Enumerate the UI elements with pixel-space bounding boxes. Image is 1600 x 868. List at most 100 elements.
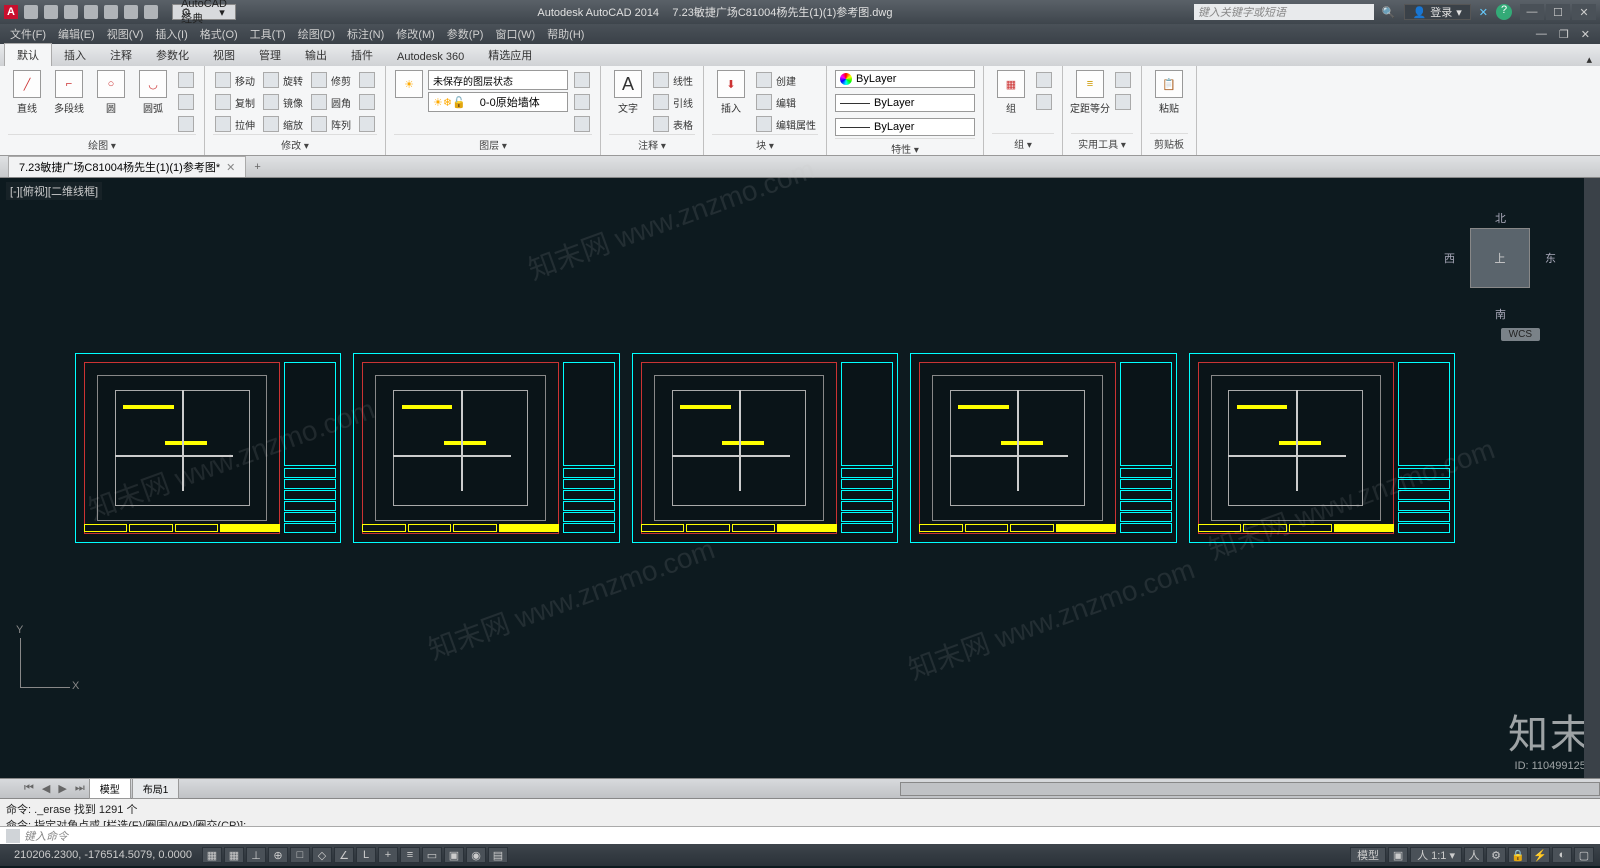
- leader-button[interactable]: 引线: [651, 92, 695, 112]
- app-logo-icon[interactable]: A: [4, 5, 18, 19]
- table-button[interactable]: 表格: [651, 114, 695, 134]
- arc-button[interactable]: ◡圆弧: [134, 70, 172, 115]
- ortho-toggle[interactable]: ⊥: [246, 847, 266, 863]
- panel-layer-label[interactable]: 图层 ▾: [394, 134, 592, 152]
- am-toggle[interactable]: ▤: [488, 847, 508, 863]
- menu-parametric[interactable]: 参数(P): [441, 26, 490, 42]
- line-button[interactable]: ╱直线: [8, 70, 46, 115]
- menu-tools[interactable]: 工具(T): [244, 26, 292, 42]
- new-tab-button[interactable]: +: [246, 161, 268, 173]
- close-button[interactable]: ✕: [1572, 4, 1596, 20]
- osnap-toggle[interactable]: □: [290, 847, 310, 863]
- offset-button[interactable]: [357, 114, 377, 134]
- menu-edit[interactable]: 编辑(E): [52, 26, 101, 42]
- copy-button[interactable]: 复制: [213, 92, 257, 112]
- panel-draw-label[interactable]: 绘图 ▾: [8, 134, 196, 152]
- panel-annot-label[interactable]: 注释 ▾: [609, 134, 695, 152]
- model-toggle[interactable]: 模型: [1350, 847, 1386, 863]
- move-button[interactable]: 移动: [213, 70, 257, 90]
- clean-screen-toggle[interactable]: ▢: [1574, 847, 1594, 863]
- grid-toggle[interactable]: ▦: [224, 847, 244, 863]
- 3dosnap-toggle[interactable]: ◇: [312, 847, 332, 863]
- viewcube-west[interactable]: 西: [1444, 250, 1455, 266]
- layout-tab-layout1[interactable]: 布局1: [132, 778, 180, 799]
- calc-button[interactable]: [1113, 92, 1133, 112]
- insert-block-button[interactable]: ⬇插入: [712, 70, 750, 115]
- doc-close-button[interactable]: ✕: [1575, 28, 1596, 41]
- polar-toggle[interactable]: ⊕: [268, 847, 288, 863]
- layer-properties-button[interactable]: ☀: [394, 70, 424, 134]
- tab-view[interactable]: 视图: [201, 44, 247, 66]
- login-button[interactable]: 👤 登录 ▾: [1404, 4, 1471, 20]
- panel-clip-label[interactable]: 剪贴板: [1150, 133, 1188, 151]
- lineweight-dropdown[interactable]: ByLayer: [835, 94, 975, 112]
- menu-format[interactable]: 格式(O): [194, 26, 244, 42]
- explode-button[interactable]: [357, 92, 377, 112]
- command-window[interactable]: 命令: ._erase 找到 1291 个 命令: 指定对角点或 [栏选(F)/…: [0, 798, 1600, 844]
- lock-ui-toggle[interactable]: 🔒: [1508, 847, 1528, 863]
- rotate-button[interactable]: 旋转: [261, 70, 305, 90]
- menu-insert[interactable]: 插入(I): [149, 26, 193, 42]
- maximize-button[interactable]: ☐: [1546, 4, 1570, 20]
- drawing-canvas[interactable]: [-][俯视][二维线框] 北 南 西 东 上 WCS: [0, 178, 1600, 778]
- tab-parametric[interactable]: 参数化: [144, 44, 201, 66]
- tab-manage[interactable]: 管理: [247, 44, 293, 66]
- menu-file[interactable]: 文件(F): [4, 26, 52, 42]
- viewcube-top-face[interactable]: 上: [1470, 228, 1530, 288]
- doc-restore-button[interactable]: ❐: [1553, 28, 1575, 41]
- stretch-button[interactable]: 拉伸: [213, 114, 257, 134]
- undo-icon[interactable]: [124, 5, 138, 19]
- scale-button[interactable]: 缩放: [261, 114, 305, 134]
- mirror-button[interactable]: 镜像: [261, 92, 305, 112]
- linear-dim-button[interactable]: 线性: [651, 70, 695, 90]
- viewcube-north[interactable]: 北: [1495, 210, 1506, 226]
- viewport-label[interactable]: [-][俯视][二维线框]: [6, 182, 102, 200]
- tab-annotate[interactable]: 注释: [98, 44, 144, 66]
- layout-prev-icon[interactable]: ◀: [38, 782, 54, 795]
- layer-off-button[interactable]: [572, 92, 592, 112]
- horizontal-scrollbar[interactable]: [900, 782, 1600, 796]
- create-block-button[interactable]: 创建: [754, 70, 818, 90]
- annovisibility-toggle[interactable]: 人: [1464, 847, 1484, 863]
- menu-draw[interactable]: 绘图(D): [292, 26, 341, 42]
- panel-block-label[interactable]: 块 ▾: [712, 134, 818, 152]
- saveas-icon[interactable]: [84, 5, 98, 19]
- menu-help[interactable]: 帮助(H): [541, 26, 590, 42]
- panel-prop-label[interactable]: 特性 ▾: [835, 138, 975, 156]
- close-icon[interactable]: ✕: [226, 161, 235, 174]
- help-icon[interactable]: ?: [1496, 4, 1512, 20]
- tab-a360[interactable]: Autodesk 360: [385, 48, 476, 66]
- viewcube[interactable]: 北 南 西 东 上: [1440, 198, 1560, 318]
- tpy-toggle[interactable]: ▭: [422, 847, 442, 863]
- exchange-icon[interactable]: ✕: [1479, 6, 1488, 19]
- tab-insert[interactable]: 插入: [52, 44, 98, 66]
- panel-modify-label[interactable]: 修改 ▾: [213, 134, 377, 152]
- menu-modify[interactable]: 修改(M): [390, 26, 441, 42]
- group-button[interactable]: ▦组: [992, 70, 1030, 115]
- menu-view[interactable]: 视图(V): [101, 26, 150, 42]
- paste-button[interactable]: 📋粘贴: [1150, 70, 1188, 115]
- menu-dimension[interactable]: 标注(N): [341, 26, 390, 42]
- layout-tab-model[interactable]: 模型: [89, 778, 131, 799]
- layer-iso-button[interactable]: [572, 70, 592, 90]
- text-button[interactable]: A文字: [609, 70, 647, 115]
- dyn-toggle[interactable]: +: [378, 847, 398, 863]
- command-input[interactable]: 键入命令: [0, 826, 1600, 844]
- infocenter-search[interactable]: 键入关键字或短语: [1194, 4, 1374, 20]
- array-button[interactable]: 阵列: [309, 114, 353, 134]
- doc-minimize-button[interactable]: —: [1530, 28, 1553, 40]
- lwt-toggle[interactable]: ≡: [400, 847, 420, 863]
- workspace-selector[interactable]: ⚙ AutoCAD 经典 ▾: [172, 4, 236, 20]
- panel-group-label[interactable]: 组 ▾: [992, 133, 1054, 151]
- polyline-button[interactable]: ⌐多段线: [50, 70, 88, 115]
- tab-featured[interactable]: 精选应用: [476, 44, 544, 66]
- search-icon[interactable]: 🔍: [1382, 6, 1396, 19]
- hardware-accel-toggle[interactable]: ⚡: [1530, 847, 1550, 863]
- edit-attr-button[interactable]: 编辑属性: [754, 114, 818, 134]
- qp-toggle[interactable]: ▣: [444, 847, 464, 863]
- new-icon[interactable]: [24, 5, 38, 19]
- ribbon-expand-icon[interactable]: ▴: [1578, 53, 1600, 66]
- edit-block-button[interactable]: 编辑: [754, 92, 818, 112]
- wcs-badge[interactable]: WCS: [1501, 328, 1540, 341]
- layout-last-icon[interactable]: ⏭: [71, 782, 89, 795]
